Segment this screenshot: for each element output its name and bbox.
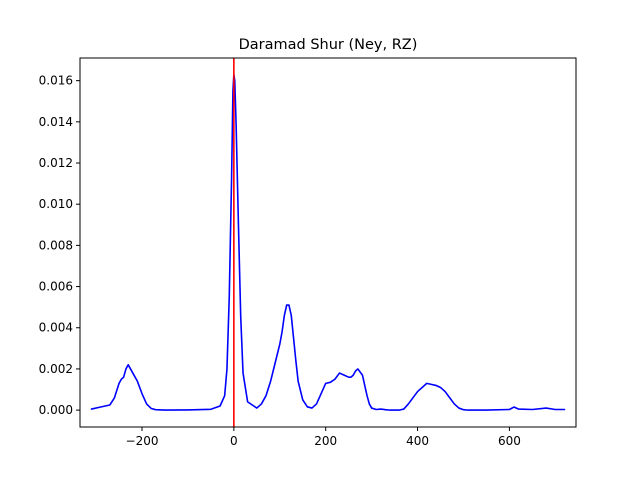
x-tick-label: 200 bbox=[314, 434, 337, 448]
y-tick-label: 0.008 bbox=[39, 238, 73, 252]
y-tick-label: 0.000 bbox=[39, 403, 73, 417]
y-tick-label: 0.004 bbox=[39, 321, 73, 335]
series-line-0 bbox=[90, 73, 566, 411]
axes-frame bbox=[79, 57, 577, 428]
x-tick-label: 600 bbox=[498, 434, 521, 448]
plot-area bbox=[90, 58, 566, 427]
y-tick-label: 0.006 bbox=[39, 280, 73, 294]
y-tick-label: 0.016 bbox=[39, 74, 73, 88]
x-tick-label: 400 bbox=[406, 434, 429, 448]
y-axis: 0.000 0.002 0.004 0.006 0.008 0.010 0.012 0.014… bbox=[39, 74, 80, 417]
y-tick-label: 0.014 bbox=[39, 115, 73, 129]
x-tick-label: −200 bbox=[126, 434, 159, 448]
y-tick-label: 0.010 bbox=[39, 197, 73, 211]
x-axis: −200 0 200 400 600 bbox=[126, 427, 521, 448]
y-tick-label: 0.002 bbox=[39, 362, 73, 376]
x-tick-label: 0 bbox=[230, 434, 238, 448]
chart-title: Daramad Shur (Ney, RZ) bbox=[239, 37, 418, 53]
y-tick-label: 0.012 bbox=[39, 156, 73, 170]
